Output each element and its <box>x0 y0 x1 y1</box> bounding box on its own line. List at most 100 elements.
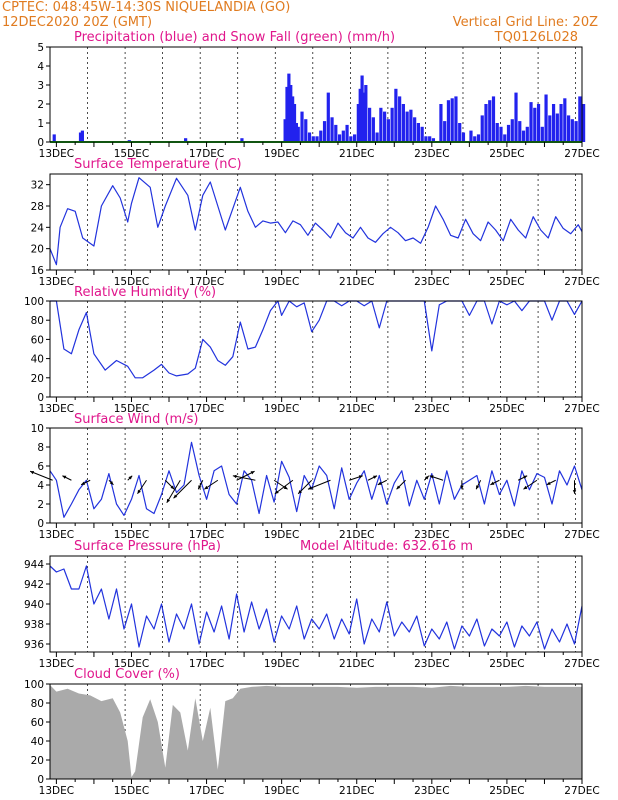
precip-bar <box>291 96 295 142</box>
y-tick-label: 0 <box>37 392 44 404</box>
panel-title: Precipitation (blue) and Snow Fall (gree… <box>74 30 395 45</box>
x-tick-label: 27DEC <box>564 785 599 797</box>
precip-bar <box>574 121 578 142</box>
y-tick-label: 3 <box>37 80 44 92</box>
x-tick-label: 19DEC <box>264 658 299 670</box>
precip-bar <box>446 100 451 142</box>
x-tick-label: 13DEC <box>39 276 74 288</box>
wind-arrow-head <box>62 475 67 479</box>
panel-5: Surface Pressure (hPa) Model Altitude: 63… <box>24 539 600 670</box>
x-tick-label: 13DEC <box>39 403 74 415</box>
precip-bar <box>570 119 574 142</box>
wind-arrow <box>166 479 181 504</box>
y-tick-label: 940 <box>24 599 44 611</box>
x-tick-label: 21DEC <box>339 529 374 541</box>
precip-bar <box>292 104 297 142</box>
wind-arrow-head <box>523 485 528 490</box>
precip-bar <box>469 130 473 142</box>
y-tick-label: 60 <box>31 334 44 346</box>
x-tick-label: 21DEC <box>339 785 374 797</box>
precip-bar <box>326 92 330 142</box>
precip-bar <box>563 98 567 142</box>
x-tick-label: 13DEC <box>39 785 74 797</box>
panel-annotation: Model Altitude: 632.616 m <box>300 539 473 554</box>
precip-bar <box>525 126 529 142</box>
precip-bar <box>514 92 518 142</box>
run-code: TQ0126L028 <box>494 30 578 45</box>
precip-bar <box>371 117 375 142</box>
y-tick-label: 100 <box>24 679 44 691</box>
wind-arrow-head <box>166 498 171 503</box>
y-tick-label: 936 <box>24 639 44 651</box>
wind-arrow <box>232 475 256 481</box>
precip-bar <box>358 88 362 142</box>
precip-bar <box>476 134 481 142</box>
precip-bar <box>529 102 533 142</box>
y-tick-label: 20 <box>31 244 44 256</box>
wind-arrow-head <box>30 471 35 475</box>
x-tick-label: 19DEC <box>264 403 299 415</box>
wind-arrow-head <box>429 475 434 479</box>
precip-bar <box>405 111 409 142</box>
x-tick-label: 15DEC <box>114 785 149 797</box>
y-tick-label: 8 <box>37 442 44 454</box>
precip-bar <box>394 88 398 142</box>
x-tick-label: 17DEC <box>189 529 224 541</box>
precip-bar <box>439 104 443 142</box>
wind-arrow-head <box>198 485 202 490</box>
x-tick-label: 27DEC <box>564 276 599 288</box>
wind-arrow-head <box>128 475 133 480</box>
x-tick-label: 15DEC <box>114 148 149 160</box>
precip-bar <box>540 126 544 142</box>
precip-bar <box>379 107 383 142</box>
precip-bar <box>240 138 244 142</box>
precip-bar <box>450 98 454 142</box>
wind-arrow-head <box>173 494 178 499</box>
wind-arrow-head <box>232 474 237 479</box>
precip-bar <box>424 136 428 142</box>
y-tick-label: 40 <box>31 354 44 366</box>
y-tick-label: 0 <box>37 137 44 149</box>
precip-bar <box>345 124 349 142</box>
precip-bar <box>582 104 586 142</box>
panel-frame <box>49 427 583 524</box>
precip-bar <box>510 119 514 142</box>
x-tick-label: 19DEC <box>264 148 299 160</box>
grid-note: Vertical Grid Line: 20Z <box>453 15 598 30</box>
precip-bar <box>364 85 368 142</box>
precip-bar <box>367 107 372 142</box>
precip-bar <box>566 115 571 142</box>
x-tick-label: 17DEC <box>189 785 224 797</box>
x-tick-label: 23DEC <box>414 785 449 797</box>
y-tick-label: 4 <box>37 61 44 73</box>
precip-bar <box>431 138 436 142</box>
panel-frame <box>49 683 583 780</box>
panel-3: Relative Humidity (%) 0 20 40 60 80 100 13DEC 15… <box>24 285 600 415</box>
wind-arrow-head <box>396 485 401 490</box>
precip-bar <box>289 85 293 142</box>
precip-bar <box>300 111 304 142</box>
y-tick-label: 80 <box>31 315 44 327</box>
precip-bar <box>409 109 413 142</box>
x-tick-label: 19DEC <box>264 529 299 541</box>
panel-frame <box>49 555 583 653</box>
x-tick-label: 25DEC <box>489 148 524 160</box>
wind-arrow-head <box>283 485 288 490</box>
precip-bar <box>443 121 447 142</box>
y-tick-label: 24 <box>31 222 45 234</box>
precip-bar <box>533 107 537 142</box>
panel-title: Surface Wind (m/s) <box>74 412 198 427</box>
x-tick-label: 21DEC <box>339 148 374 160</box>
y-tick-label: 4 <box>37 480 44 492</box>
precip-bar <box>304 119 308 142</box>
precip-bar <box>330 117 334 142</box>
wind-arrow <box>274 479 294 495</box>
x-tick-label: 23DEC <box>414 276 449 288</box>
precip-bar <box>285 86 289 142</box>
x-tick-label: 27DEC <box>564 148 599 160</box>
precip-bar <box>495 123 499 142</box>
y-tick-label: 0 <box>37 518 44 530</box>
y-tick-label: 2 <box>37 499 44 511</box>
precip-bar <box>548 115 552 142</box>
wind-arrow-head <box>490 481 495 485</box>
